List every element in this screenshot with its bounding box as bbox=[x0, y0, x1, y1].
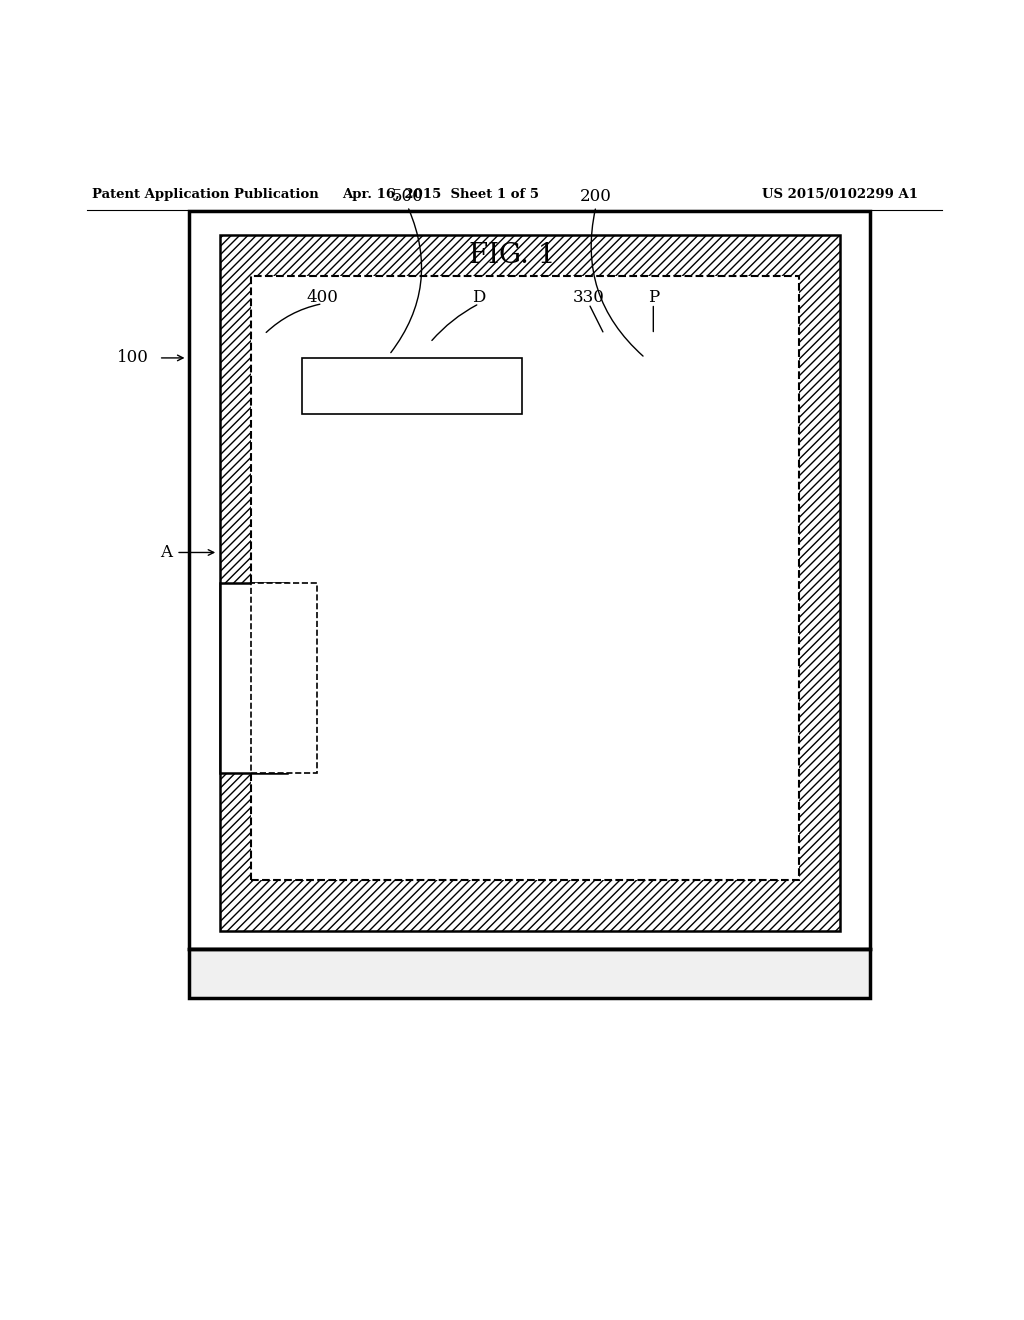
Bar bbox=[189, 949, 870, 998]
Text: 330: 330 bbox=[572, 289, 605, 306]
Bar bbox=[251, 583, 317, 772]
Text: 100: 100 bbox=[117, 350, 150, 367]
Text: FIG. 1: FIG. 1 bbox=[469, 242, 555, 269]
Text: 200: 200 bbox=[580, 187, 612, 205]
Text: 500: 500 bbox=[391, 187, 424, 205]
Bar bbox=[220, 583, 287, 772]
Bar bbox=[220, 235, 840, 932]
Text: US 2015/0102299 A1: US 2015/0102299 A1 bbox=[762, 187, 918, 201]
Text: P: P bbox=[648, 289, 658, 306]
Text: A: A bbox=[160, 544, 172, 561]
Text: Patent Application Publication: Patent Application Publication bbox=[92, 187, 318, 201]
Bar bbox=[189, 211, 870, 949]
Bar bbox=[251, 276, 799, 880]
Text: Apr. 16, 2015  Sheet 1 of 5: Apr. 16, 2015 Sheet 1 of 5 bbox=[342, 187, 539, 201]
Bar bbox=[302, 358, 522, 414]
Text: D: D bbox=[472, 289, 486, 306]
Text: 400: 400 bbox=[306, 289, 339, 306]
